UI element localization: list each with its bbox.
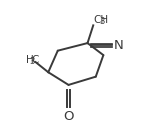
Text: 3: 3 [100,18,105,27]
Text: C: C [31,55,39,65]
Text: N: N [113,39,123,52]
Text: O: O [63,110,74,123]
Text: H: H [26,55,34,65]
Text: 3: 3 [30,57,35,66]
Text: CH: CH [94,15,109,25]
